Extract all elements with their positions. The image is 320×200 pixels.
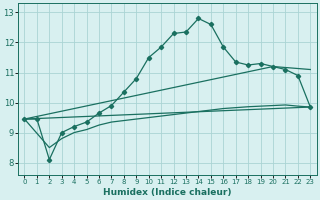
X-axis label: Humidex (Indice chaleur): Humidex (Indice chaleur) bbox=[103, 188, 232, 197]
